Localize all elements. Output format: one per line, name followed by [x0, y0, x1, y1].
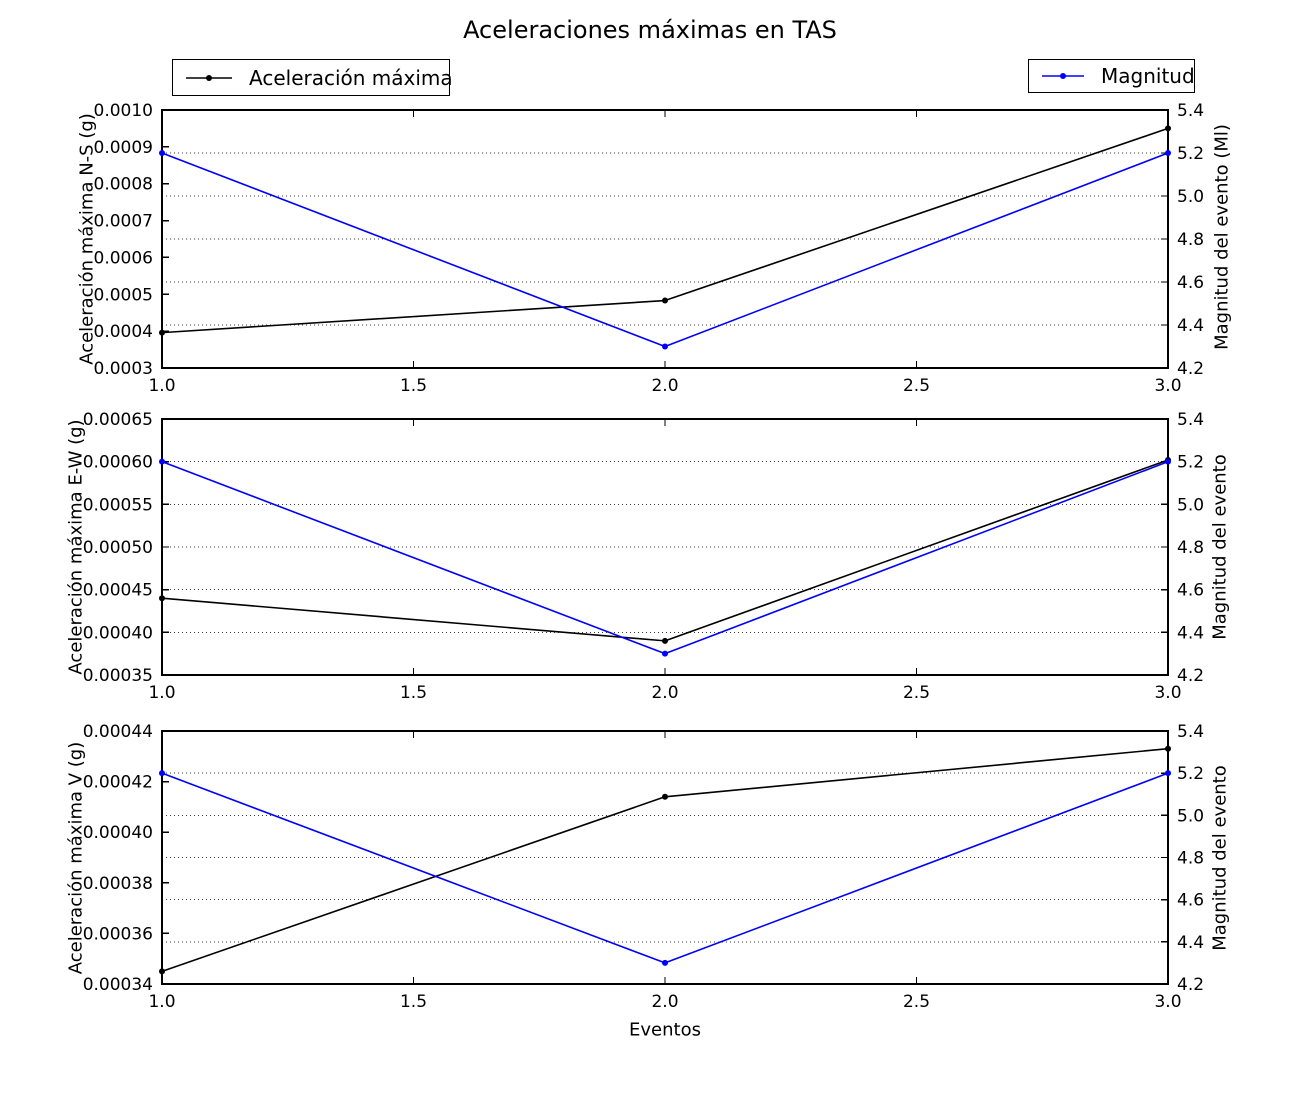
axes-frame — [161, 418, 1169, 676]
series-marker — [1165, 745, 1171, 752]
y-tick-label-left: 0.00044 — [83, 722, 153, 742]
y-tick-label-left: 0.00045 — [83, 581, 153, 601]
axes-frame — [161, 730, 1169, 985]
series-line — [161, 772, 1169, 964]
series-marker — [1165, 150, 1171, 156]
series-marker — [1165, 125, 1171, 132]
x-tick-label: 1.5 — [400, 376, 427, 396]
legend-magnitud: Magnitud — [1028, 59, 1195, 93]
legend-label-aceleracion: Aceleración máxima — [249, 65, 453, 90]
y-tick-label-left: 0.00055 — [83, 495, 153, 515]
y-tick-label-right: 5.0 — [1177, 806, 1204, 826]
ylabel-right-ew: Magnitud del evento — [1209, 454, 1231, 640]
x-tick-label: 1.5 — [400, 683, 427, 703]
series-line — [161, 747, 1169, 973]
y-tick-label-right: 4.4 — [1177, 933, 1204, 953]
y-tick-label-right: 5.4 — [1177, 722, 1204, 742]
axes-frame — [161, 109, 1169, 369]
x-tick-label: 1.0 — [148, 376, 175, 396]
y-tick-label-right: 5.2 — [1177, 144, 1204, 164]
series-marker — [1165, 770, 1171, 777]
y-tick-label-right: 4.2 — [1177, 359, 1204, 379]
y-tick-label-left: 0.0008 — [94, 175, 153, 195]
y-tick-label-right: 4.8 — [1177, 849, 1204, 869]
y-tick-label-left: 0.00040 — [83, 823, 153, 843]
x-tick-label: 3.0 — [1154, 992, 1181, 1012]
x-tick-label: 1.0 — [148, 683, 175, 703]
ylabel-ew: Aceleración máxima E-W (g) — [65, 419, 87, 675]
legend-line-sample-blue — [1042, 73, 1084, 79]
x-tick-label: 1.5 — [400, 992, 427, 1012]
series-marker — [159, 968, 165, 975]
series-line — [161, 152, 1169, 348]
x-tick-label: 1.0 — [148, 992, 175, 1012]
x-tick-label: 2.0 — [651, 683, 678, 703]
legend-aceleracion: Aceleración máxima — [172, 59, 453, 96]
series-line — [161, 459, 1169, 642]
series-marker — [159, 150, 165, 156]
series-marker — [159, 329, 165, 336]
series-marker — [662, 959, 668, 966]
chart-title: Aceleraciones máximas en TAS — [463, 16, 837, 44]
y-tick-label-left: 0.0007 — [94, 212, 153, 232]
ylabel-ns: Aceleración máxima N-S (g) — [76, 113, 98, 365]
y-tick-label-left: 0.0006 — [94, 248, 153, 268]
series-marker — [1165, 458, 1171, 465]
y-tick-label-right: 5.0 — [1177, 495, 1204, 515]
series-marker — [662, 343, 668, 350]
legend-label-magnitud: Magnitud — [1101, 64, 1195, 88]
y-tick-label-left: 0.00050 — [83, 538, 153, 558]
y-tick-label-left: 0.00042 — [83, 773, 153, 793]
y-tick-label-right: 4.8 — [1177, 538, 1204, 558]
y-tick-label-right: 4.4 — [1177, 623, 1204, 643]
y-tick-label-left: 0.00038 — [83, 874, 153, 894]
y-tick-label-left: 0.00065 — [83, 410, 153, 430]
y-tick-label-right: 4.8 — [1177, 230, 1204, 250]
y-tick-label-right: 4.6 — [1177, 891, 1204, 911]
y-tick-label-right: 4.6 — [1177, 273, 1204, 293]
y-tick-label-left: 0.00060 — [83, 453, 153, 473]
series-marker — [159, 770, 165, 777]
ylabel-v: Aceleración máxima V (g) — [65, 741, 87, 975]
y-tick-label-left: 0.0005 — [94, 285, 153, 305]
x-tick-label: 2.5 — [903, 683, 930, 703]
y-tick-label-right: 4.2 — [1177, 975, 1204, 995]
series-line — [161, 460, 1169, 655]
series-marker — [662, 793, 668, 800]
y-tick-label-left: 0.0004 — [94, 322, 153, 342]
y-tick-label-left: 0.00035 — [83, 666, 153, 686]
y-tick-label-left: 0.0010 — [94, 101, 153, 121]
ylabel-right-ns: Magnitud del evento (Ml) — [1211, 124, 1233, 350]
y-tick-label-right: 4.2 — [1177, 666, 1204, 686]
y-tick-label-right: 5.2 — [1177, 764, 1204, 784]
legend-line-sample-black — [186, 74, 232, 81]
x-tick-label: 2.0 — [651, 376, 678, 396]
y-tick-label-left: 0.0003 — [94, 359, 153, 379]
x-tick-label: 3.0 — [1154, 376, 1181, 396]
series-marker — [159, 595, 165, 602]
series-marker — [662, 650, 668, 657]
y-tick-label-right: 5.2 — [1177, 453, 1204, 473]
y-tick-label-right: 4.4 — [1177, 316, 1204, 336]
series-marker — [662, 297, 668, 304]
y-tick-label-right: 5.4 — [1177, 101, 1204, 121]
y-tick-label-left: 0.00036 — [83, 924, 153, 944]
y-tick-label-right: 5.4 — [1177, 410, 1204, 430]
xlabel-eventos: Eventos — [629, 1019, 701, 1041]
x-tick-label: 3.0 — [1154, 683, 1181, 703]
x-tick-label: 2.0 — [651, 992, 678, 1012]
y-tick-label-left: 0.0009 — [94, 138, 153, 158]
x-tick-label: 2.5 — [903, 992, 930, 1012]
y-tick-label-right: 4.6 — [1177, 581, 1204, 601]
y-tick-label-left: 0.00034 — [83, 975, 153, 995]
y-tick-label-right: 5.0 — [1177, 187, 1204, 207]
y-tick-label-left: 0.00040 — [83, 623, 153, 643]
x-tick-label: 2.5 — [903, 376, 930, 396]
series-marker — [159, 458, 165, 465]
ylabel-right-v: Magnitud del evento — [1209, 765, 1231, 951]
series-marker — [662, 637, 668, 644]
